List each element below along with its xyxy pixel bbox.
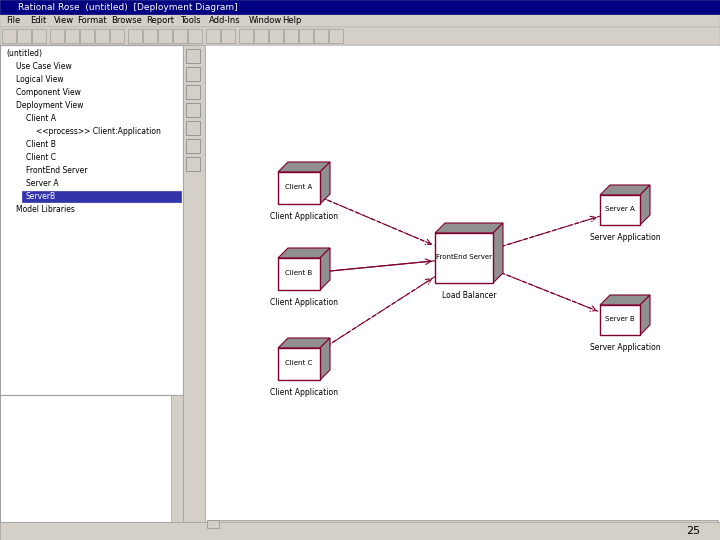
Text: File: File xyxy=(6,16,20,25)
Text: Server B: Server B xyxy=(605,316,635,322)
Text: Help: Help xyxy=(283,16,302,25)
Bar xyxy=(186,103,200,117)
Text: Rational Rose  (untitled)  [Deployment Diagram]: Rational Rose (untitled) [Deployment Dia… xyxy=(18,3,238,11)
Text: <<process>> Client:Application: <<process>> Client:Application xyxy=(36,127,161,136)
Text: Server A: Server A xyxy=(605,206,635,212)
Polygon shape xyxy=(278,162,330,172)
Bar xyxy=(278,258,320,290)
Bar xyxy=(600,195,640,225)
Polygon shape xyxy=(435,223,503,233)
Bar xyxy=(221,29,235,43)
Text: Server Application: Server Application xyxy=(590,343,660,352)
Text: Client Application: Client Application xyxy=(270,298,338,307)
Text: Use Case View: Use Case View xyxy=(16,62,72,71)
Text: Component View: Component View xyxy=(16,88,81,97)
Bar xyxy=(32,29,46,43)
Text: Add-Ins: Add-Ins xyxy=(209,16,240,25)
Text: Edit: Edit xyxy=(30,16,46,25)
Bar xyxy=(50,29,64,43)
Text: Server A: Server A xyxy=(26,179,58,188)
Polygon shape xyxy=(320,248,330,290)
Bar xyxy=(254,29,268,43)
Text: Logical View: Logical View xyxy=(16,75,63,84)
Bar xyxy=(329,29,343,43)
Bar xyxy=(128,29,142,43)
Bar xyxy=(0,0,720,14)
Polygon shape xyxy=(640,185,650,225)
Bar xyxy=(314,29,328,43)
Text: FrontEnd Server: FrontEnd Server xyxy=(26,166,88,175)
Bar xyxy=(65,29,79,43)
Bar xyxy=(0,522,720,540)
Bar xyxy=(186,67,200,81)
Bar xyxy=(186,85,200,99)
Bar xyxy=(186,139,200,153)
Bar xyxy=(435,233,493,283)
Bar xyxy=(80,29,94,43)
Text: Load Balancer: Load Balancer xyxy=(442,291,496,300)
Bar xyxy=(284,29,298,43)
Text: Model Libraries: Model Libraries xyxy=(16,205,75,214)
Bar xyxy=(17,29,31,43)
Bar xyxy=(299,29,313,43)
Polygon shape xyxy=(278,338,330,348)
Text: Browse: Browse xyxy=(112,16,143,25)
Bar xyxy=(171,395,183,522)
Bar xyxy=(173,29,187,43)
Text: Window: Window xyxy=(248,16,282,25)
Bar xyxy=(110,29,124,43)
Bar xyxy=(186,121,200,135)
Text: Client Application: Client Application xyxy=(270,388,338,397)
Text: (untitled): (untitled) xyxy=(6,49,42,58)
Text: View: View xyxy=(53,16,73,25)
Bar xyxy=(207,520,219,528)
Text: Client A: Client A xyxy=(285,184,312,190)
Bar xyxy=(186,49,200,63)
Text: Report: Report xyxy=(145,16,174,25)
Bar xyxy=(95,29,109,43)
Bar xyxy=(269,29,283,43)
Text: Client C: Client C xyxy=(26,153,56,162)
Polygon shape xyxy=(600,295,650,305)
Text: Client B: Client B xyxy=(26,140,56,149)
Polygon shape xyxy=(600,185,650,195)
Bar xyxy=(0,395,183,522)
Bar xyxy=(0,27,720,45)
Bar xyxy=(0,45,183,395)
Bar xyxy=(183,45,205,522)
Text: 25: 25 xyxy=(686,526,700,536)
Bar xyxy=(2,29,16,43)
Polygon shape xyxy=(320,162,330,204)
Text: Client A: Client A xyxy=(26,114,56,123)
Text: Server Application: Server Application xyxy=(590,233,660,242)
Polygon shape xyxy=(640,295,650,335)
Bar xyxy=(278,172,320,204)
Bar xyxy=(143,29,157,43)
Bar xyxy=(188,29,202,43)
Bar xyxy=(186,157,200,171)
Text: Client Application: Client Application xyxy=(270,212,338,221)
Bar xyxy=(206,29,220,43)
Bar xyxy=(207,520,718,528)
Polygon shape xyxy=(278,248,330,258)
Bar xyxy=(0,14,720,27)
Polygon shape xyxy=(320,338,330,380)
Text: Client C: Client C xyxy=(285,360,312,366)
Text: Tools: Tools xyxy=(180,16,201,25)
Bar xyxy=(158,29,172,43)
Text: ServerB: ServerB xyxy=(26,192,56,201)
Bar xyxy=(22,191,181,202)
Polygon shape xyxy=(493,223,503,283)
Bar xyxy=(600,305,640,335)
Text: Client B: Client B xyxy=(285,270,312,276)
Text: Deployment View: Deployment View xyxy=(16,101,84,110)
Bar xyxy=(239,29,253,43)
Bar xyxy=(278,348,320,380)
Text: Format: Format xyxy=(78,16,107,25)
Bar xyxy=(205,45,720,522)
Text: FrontEnd Server: FrontEnd Server xyxy=(436,254,492,260)
